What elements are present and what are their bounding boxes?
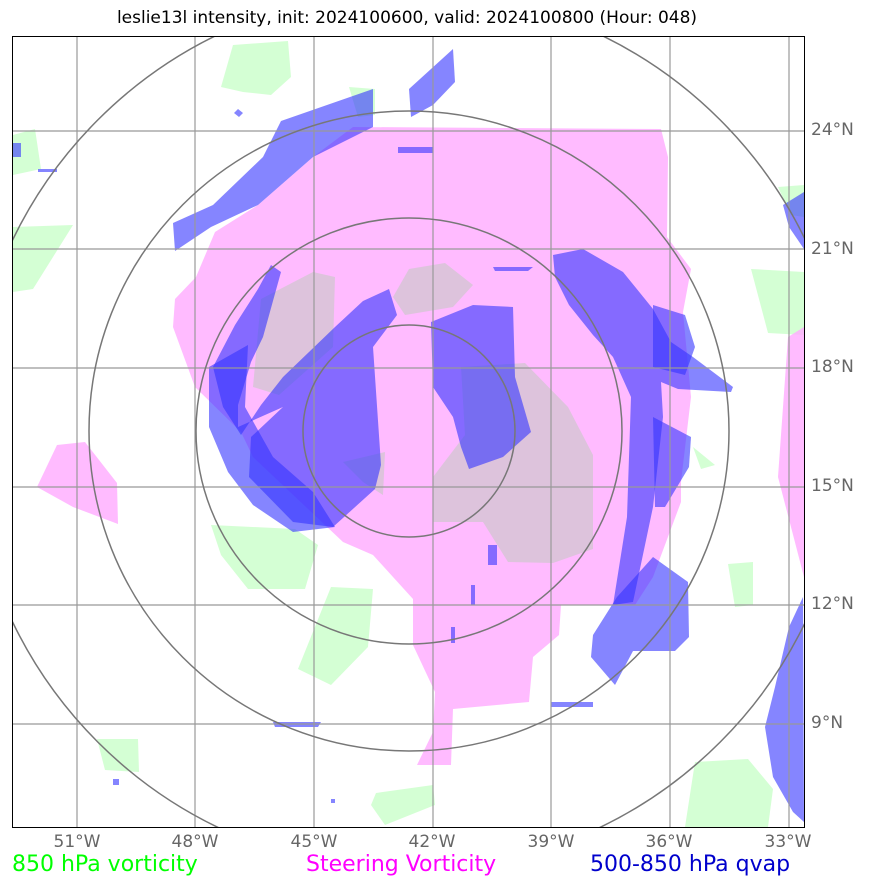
range-ring-outer <box>88 110 730 752</box>
lat-label-9n: 9°N <box>811 713 844 733</box>
lon-label-42w: 42°W <box>408 832 456 852</box>
lat-label-24n: 24°N <box>811 120 854 140</box>
legend-vort850: 850 hPa vorticity <box>12 852 198 877</box>
lat-label-15n: 15°N <box>811 476 854 496</box>
lat-label-18n: 18°N <box>811 357 854 377</box>
vort850-layer <box>13 41 804 827</box>
legend-steering: Steering Vorticity <box>306 852 497 877</box>
range-ring-inner <box>302 324 516 538</box>
lon-label-51w: 51°W <box>53 832 101 852</box>
graticule <box>13 37 804 827</box>
lon-label-48w: 48°W <box>171 832 219 852</box>
lon-label-33w: 33°W <box>764 832 812 852</box>
legend-qvap: 500-850 hPa qvap <box>590 852 791 877</box>
lon-label-45w: 45°W <box>290 832 338 852</box>
range-rings <box>13 37 804 827</box>
lat-label-12n: 12°N <box>811 594 854 614</box>
lon-label-39w: 39°W <box>527 832 575 852</box>
qvap-layer <box>13 49 804 822</box>
range-ring-middle <box>195 217 623 645</box>
map-canvas <box>13 37 804 827</box>
map-panel <box>12 36 805 828</box>
lat-label-21n: 21°N <box>811 239 854 259</box>
map-title: leslie13l intensity, init: 2024100600, v… <box>116 8 698 28</box>
lon-label-36w: 36°W <box>645 832 693 852</box>
